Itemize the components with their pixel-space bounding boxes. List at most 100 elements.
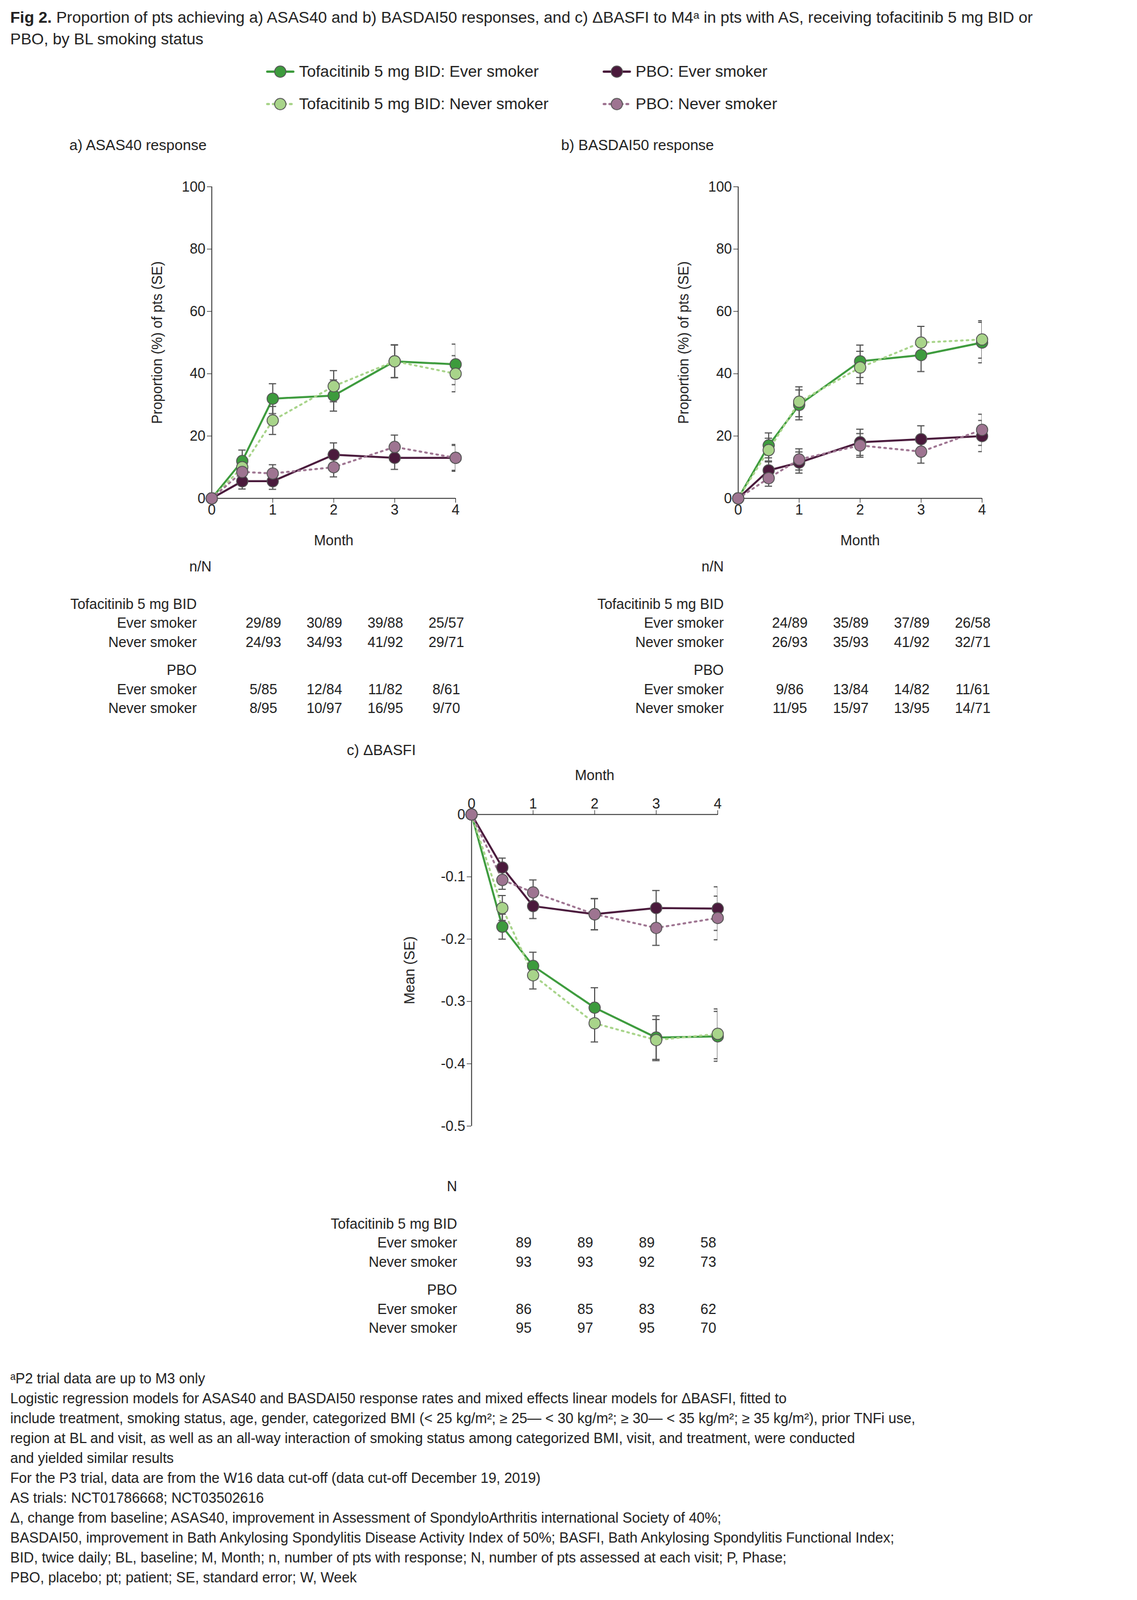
html-text:86: 86 xyxy=(515,1300,532,1317)
html-text:83: 83 xyxy=(638,1300,655,1317)
html-text:16/95: 16/95 xyxy=(367,699,404,716)
svg-text:100: 100 xyxy=(708,178,733,195)
svg-text:4: 4 xyxy=(978,501,987,518)
svg-text:Proportion (%) of pts (SE): Proportion (%) of pts (SE) xyxy=(148,260,165,424)
svg-text:2: 2 xyxy=(856,501,865,518)
html-text:c) ΔBASFI: c) ΔBASFI xyxy=(346,741,416,759)
html-text:9/70: 9/70 xyxy=(432,699,461,716)
html-text:PBO: Ever smoker: PBO: Ever smoker xyxy=(635,62,768,81)
html-text:30/89: 30/89 xyxy=(306,614,343,631)
html-text:85: 85 xyxy=(577,1300,594,1317)
html-text:41/92: 41/92 xyxy=(893,633,930,650)
html-text:Never smoker: Never smoker xyxy=(635,699,724,716)
html-text:29/71: 29/71 xyxy=(428,633,465,650)
svg-text:1: 1 xyxy=(268,501,277,518)
svg-text:40: 40 xyxy=(716,364,733,381)
html-text:11/95: 11/95 xyxy=(772,699,808,716)
html-text:89: 89 xyxy=(515,1234,532,1251)
html-text:15/97: 15/97 xyxy=(832,699,869,716)
html-text:37/89: 37/89 xyxy=(893,614,930,631)
svg-text:80: 80 xyxy=(716,240,733,257)
svg-text:40: 40 xyxy=(189,364,206,381)
html-text:10/97: 10/97 xyxy=(306,699,343,716)
html-text:62: 62 xyxy=(700,1300,717,1317)
html-text:PBO: PBO xyxy=(427,1281,458,1298)
html-text:a) ASAS40 response: a) ASAS40 response xyxy=(69,136,207,154)
html-text:34/93: 34/93 xyxy=(306,633,343,650)
svg-text:Month: Month xyxy=(840,532,880,549)
svg-text:100: 100 xyxy=(181,178,206,195)
html-text:Tofacitinib 5 mg BID: Never sm: Tofacitinib 5 mg BID: Never smoker xyxy=(299,94,549,113)
svg-text:20: 20 xyxy=(716,427,733,444)
html-text:PBO: PBO xyxy=(166,661,197,678)
svg-text:-0.5: -0.5 xyxy=(440,1117,466,1134)
html-text:92: 92 xyxy=(638,1253,655,1270)
html-text:Never smoker: Never smoker xyxy=(635,633,724,650)
html-text:Ever smoker: Ever smoker xyxy=(377,1234,458,1251)
svg-text:Mean (SE): Mean (SE) xyxy=(401,936,418,1004)
html-text:97: 97 xyxy=(577,1319,594,1336)
html-text:Never smoker: Never smoker xyxy=(368,1319,458,1336)
svg-text:3: 3 xyxy=(652,795,661,812)
html-text:PBO: Never smoker: PBO: Never smoker xyxy=(635,94,778,113)
html-text:Never smoker: Never smoker xyxy=(368,1253,458,1270)
html-text:35/93: 35/93 xyxy=(832,633,869,650)
svg-text:60: 60 xyxy=(716,303,733,319)
svg-text:3: 3 xyxy=(390,501,399,518)
svg-text:Month: Month xyxy=(313,532,354,549)
html-text:58: 58 xyxy=(700,1234,717,1251)
html-text:Tofacitinib 5 mg BID: Tofacitinib 5 mg BID xyxy=(70,595,197,612)
html-text:Ever smoker: Ever smoker xyxy=(116,614,197,631)
svg-text:80: 80 xyxy=(189,240,206,257)
svg-text:3: 3 xyxy=(916,501,925,518)
html-text:29/89: 29/89 xyxy=(245,614,282,631)
svg-text:60: 60 xyxy=(189,303,206,319)
html-text:PBO: PBO xyxy=(693,661,724,678)
html-text:14/71: 14/71 xyxy=(954,699,991,716)
svg-text:0: 0 xyxy=(457,806,466,823)
html-text:Ever smoker: Ever smoker xyxy=(377,1300,458,1317)
svg-text:0: 0 xyxy=(724,490,733,506)
html-text:89: 89 xyxy=(638,1234,655,1251)
html-text:93: 93 xyxy=(577,1253,594,1270)
svg-text:Month: Month xyxy=(574,766,614,783)
svg-text:1: 1 xyxy=(795,501,804,518)
svg-text:Proportion (%) of pts (SE): Proportion (%) of pts (SE) xyxy=(675,260,692,424)
html-text:Never smoker: Never smoker xyxy=(108,633,197,650)
html-text:Tofacitinib 5 mg BID: Tofacitinib 5 mg BID xyxy=(330,1215,458,1232)
svg-text:0: 0 xyxy=(197,490,206,506)
html-text:8/95: 8/95 xyxy=(249,699,278,716)
svg-text:4: 4 xyxy=(714,795,722,812)
svg-text:2: 2 xyxy=(329,501,338,518)
html-text:95: 95 xyxy=(515,1319,532,1336)
html-text:93: 93 xyxy=(515,1253,532,1270)
html-text:25/57: 25/57 xyxy=(428,614,465,631)
html-text:n/N: n/N xyxy=(189,558,212,575)
svg-text:-0.3: -0.3 xyxy=(440,992,466,1009)
html-text:24/93: 24/93 xyxy=(245,633,282,650)
html-text:Tofacitinib 5 mg BID: Tofacitinib 5 mg BID xyxy=(597,595,724,612)
html-text:26/58: 26/58 xyxy=(954,614,991,631)
svg-text:-0.4: -0.4 xyxy=(440,1055,466,1072)
html-text:41/92: 41/92 xyxy=(367,633,404,650)
html-text:24/89: 24/89 xyxy=(772,614,808,631)
svg-text:20: 20 xyxy=(189,427,206,444)
svg-text:1: 1 xyxy=(529,795,538,812)
svg-text:4: 4 xyxy=(451,501,460,518)
html-text:39/88: 39/88 xyxy=(367,614,404,631)
html-text:Never smoker: Never smoker xyxy=(108,699,197,716)
html-text:b) BASDAI50 response: b) BASDAI50 response xyxy=(561,136,714,154)
html-text:Fig 2. Proportion of pts achie: Fig 2. Proportion of pts achieving a) AS… xyxy=(10,8,1033,48)
html-text:Ever smoker: Ever smoker xyxy=(643,614,724,631)
html-text:26/93: 26/93 xyxy=(772,633,808,650)
html-text:73: 73 xyxy=(700,1253,717,1270)
html-text:89: 89 xyxy=(577,1234,594,1251)
html-text:32/71: 32/71 xyxy=(954,633,991,650)
svg-text:-0.2: -0.2 xyxy=(440,930,466,947)
html-text:13/95: 13/95 xyxy=(893,699,930,716)
html-text:n/N: n/N xyxy=(701,558,724,575)
html-text:Tofacitinib 5 mg BID: Ever smo: Tofacitinib 5 mg BID: Ever smoker xyxy=(299,62,539,81)
svg-text:2: 2 xyxy=(590,795,599,812)
html-text:35/89: 35/89 xyxy=(832,614,869,631)
svg-text:-0.1: -0.1 xyxy=(440,868,466,885)
